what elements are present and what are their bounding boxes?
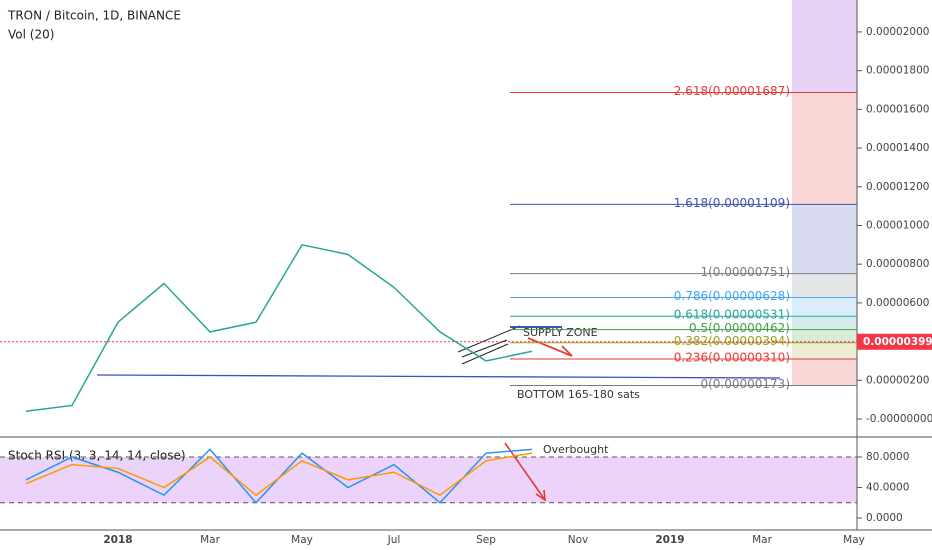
fib-label: 1(0.00000751) (700, 265, 790, 279)
fib-band (792, 273, 857, 298)
x-tick-label: May (843, 534, 865, 546)
x-tick-label: Mar (200, 534, 220, 546)
x-tick-label: Nov (568, 534, 589, 546)
x-tick-label: Mar (752, 534, 772, 546)
channel (461, 339, 508, 358)
x-tick-label: 2018 (103, 534, 132, 546)
fib-band (792, 0, 857, 93)
fib-band (792, 297, 857, 317)
fib-label: 0.5(0.00000462) (689, 321, 790, 335)
y-tick-label: 0.00000200 (866, 374, 929, 386)
overbought-band (0, 456, 857, 503)
last-price-tag (857, 333, 932, 350)
y-tick-label: 0.00000600 (866, 297, 929, 309)
last-price-label: 0.00000399 (863, 336, 932, 348)
y-tick-label: -0.00000000 (866, 413, 932, 425)
fib-label: 0.786(0.00000628) (674, 289, 790, 303)
fib-label: 0.618(0.00000531) (674, 308, 790, 322)
arrow-head (535, 489, 546, 502)
series-line (25, 452, 533, 497)
arrow (527, 337, 573, 357)
fib-band (792, 92, 857, 205)
y-tick-label: 0.00001600 (866, 103, 929, 115)
y-tick-label: 0.00001000 (866, 219, 929, 231)
fib-band (792, 329, 857, 343)
y-tick-label: 0.0000 (866, 512, 903, 524)
fib-label: 0.382(0.00000394) (674, 334, 790, 348)
x-tick-label: 2019 (655, 534, 684, 546)
x-tick-label: Sep (476, 534, 496, 546)
channel-line (457, 325, 521, 353)
fib-label: 0.236(0.00000310) (674, 351, 790, 365)
annotation: BOTTOM 165-180 sats (517, 388, 640, 401)
trend-line (96, 374, 781, 379)
volume-label: Vol (20) (8, 28, 54, 42)
fib-label: 0(0.00000173) (700, 377, 790, 391)
y-tick-label: 80.0000 (866, 451, 909, 463)
y-tick-label: 40.0000 (866, 482, 909, 494)
x-tick-label: Jul (387, 534, 401, 546)
y-tick-label: 0.00001400 (866, 142, 929, 154)
y-tick-label: 0.00002000 (866, 26, 929, 38)
chart-title: TRON / Bitcoin, 1D, BINANCE (7, 9, 181, 23)
fib-band (792, 204, 857, 274)
fib-band (792, 359, 857, 386)
fib-label: 1.618(0.00001109) (674, 196, 790, 210)
y-tick-label: 0.00000800 (866, 258, 929, 270)
fib-band (792, 316, 857, 330)
series-line (25, 243, 533, 413)
y-tick-label: 0.00001200 (866, 181, 929, 193)
fib-label: 2.618(0.00001687) (674, 84, 790, 98)
annotation: Overbought (543, 443, 609, 456)
y-tick-label: 0.00001800 (866, 65, 929, 77)
indicator-title: Stoch RSI (3, 3, 14, 14, close) (8, 449, 186, 463)
arrow (504, 442, 546, 501)
channel-line (461, 343, 509, 365)
x-tick-label: May (291, 534, 313, 546)
fib-band (792, 342, 857, 360)
